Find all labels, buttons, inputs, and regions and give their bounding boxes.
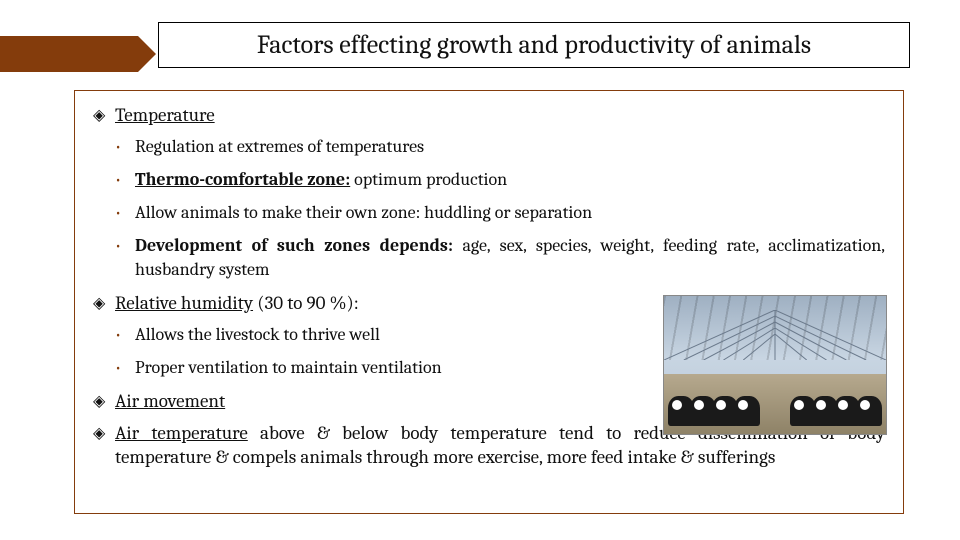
cows-left [668, 366, 760, 426]
development-label: Development of such zones depends: [135, 235, 453, 256]
dot-bullet-icon: • [115, 201, 135, 225]
dot-bullet-icon: • [115, 135, 135, 159]
diamond-bullet-icon: ◈ [93, 389, 115, 413]
thermo-zone-rest: optimum production [350, 169, 507, 190]
rh-sub-2-text: Proper ventilation to maintain ventilati… [135, 356, 442, 380]
dot-bullet-icon: • [115, 356, 135, 380]
slide-title: Factors effecting growth and productivit… [158, 22, 910, 68]
temp-sub-2: • Thermo-comfortable zone: optimum produ… [115, 168, 885, 192]
content-frame: ◈ Temperature • Regulation at extremes o… [74, 90, 904, 514]
temp-sub-4: • Development of such zones depends: age… [115, 234, 885, 282]
diamond-bullet-icon: ◈ [93, 421, 115, 445]
cows-right [790, 366, 882, 426]
title-text: Factors effecting growth and productivit… [257, 30, 811, 60]
temp-sub-4-text: Development of such zones depends: age, … [135, 234, 885, 282]
accent-chevron-icon [138, 36, 156, 72]
temp-sub-3-text: Allow animals to make their own zone: hu… [135, 201, 592, 225]
rh-sub-1-text: Allows the livestock to thrive well [135, 323, 380, 347]
rh-range: (30 to 90 %): [253, 292, 359, 314]
slide: Factors effecting growth and productivit… [0, 0, 960, 540]
dot-bullet-icon: • [115, 234, 135, 258]
temp-sub-3: • Allow animals to make their own zone: … [115, 201, 885, 225]
temperature-label: Temperature [115, 103, 215, 127]
air-movement-label: Air movement [115, 389, 225, 413]
thermo-zone-label: Thermo-comfortable zone: [135, 169, 350, 190]
dot-bullet-icon: • [115, 323, 135, 347]
barn-photo [663, 295, 887, 435]
item-temperature: ◈ Temperature [93, 103, 885, 127]
barn-truss-icon [664, 310, 886, 360]
diamond-bullet-icon: ◈ [93, 103, 115, 127]
dot-bullet-icon: • [115, 168, 135, 192]
accent-bar [0, 36, 138, 72]
rh-label: Relative humidity [115, 292, 253, 314]
temp-sub-2-text: Thermo-comfortable zone: optimum product… [135, 168, 507, 192]
air-temp-lead: Air temperature [115, 422, 248, 444]
rh-text: Relative humidity (30 to 90 %): [115, 291, 359, 315]
temp-sub-1-text: Regulation at extremes of temperatures [135, 135, 424, 159]
diamond-bullet-icon: ◈ [93, 291, 115, 315]
temp-sub-1: • Regulation at extremes of temperatures [115, 135, 885, 159]
